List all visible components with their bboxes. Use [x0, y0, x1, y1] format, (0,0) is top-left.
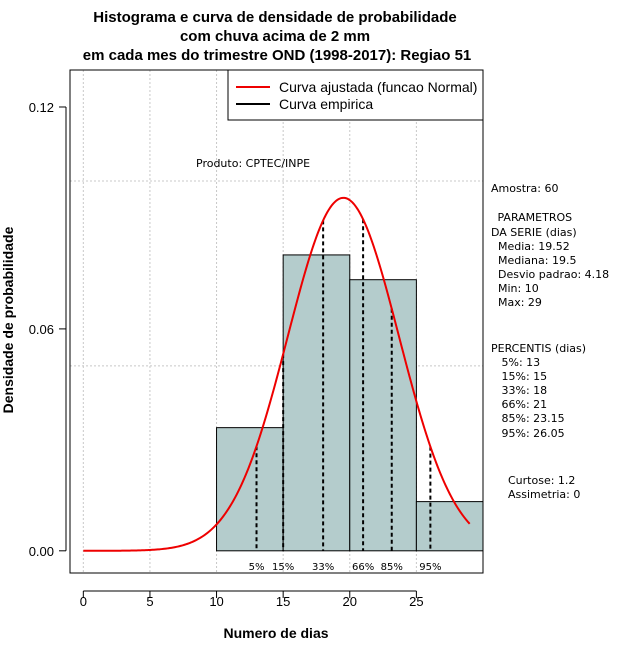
side-stat-14: 95%: 26.05	[491, 427, 565, 440]
x-tick-label-3: 15	[276, 594, 290, 609]
legend-label-empirical: Curva empirica	[279, 96, 373, 112]
x-tick-label-4: 20	[343, 594, 357, 609]
percentile-label-2: 33%	[312, 562, 334, 573]
y-tick-label-1: 0.06	[29, 322, 54, 337]
side-stat-5: Desvio padrao: 4.18	[491, 268, 609, 281]
side-stat-15: Curtose: 1.2	[508, 474, 575, 487]
x-tick-label-5: 25	[409, 594, 423, 609]
histogram-bars	[216, 254, 484, 552]
y-axis-title: Densidade de probabilidade	[0, 226, 16, 413]
side-statistics: Amostra: 60 PARAMETROS DA SERIE (dias) Me…	[491, 182, 609, 501]
y-tick-label-2: 0.12	[29, 100, 54, 115]
chart-title: Histograma e curva de densidade de proba…	[83, 9, 472, 64]
normal-fit-curve	[83, 196, 471, 552]
side-stat-1: PARAMETROS	[494, 211, 572, 224]
side-stat-12: 66%: 21	[491, 398, 547, 411]
side-stat-9: 5%: 13	[491, 356, 540, 369]
side-stat-6: Min: 10	[491, 282, 539, 295]
x-axis-title: Numero de dias	[223, 625, 328, 641]
x-tick-label-1: 5	[146, 594, 153, 609]
percentile-label-0: 5%	[249, 562, 265, 573]
side-stat-0: Amostra: 60	[491, 182, 558, 195]
histogram-bar-0	[216, 427, 284, 552]
title-line-1: Histograma e curva de densidade de proba…	[93, 9, 456, 26]
histogram-bar-1	[282, 254, 351, 552]
legend: Curva ajustada (funcao Normal) Curva emp…	[227, 69, 484, 121]
percentile-label-3: 66%	[352, 562, 374, 573]
product-annotation: Produto: CPTEC/INPE	[196, 157, 310, 170]
side-stat-10: 15%: 15	[491, 370, 547, 383]
side-stat-13: 85%: 23.15	[491, 412, 565, 425]
legend-box	[227, 69, 484, 121]
side-stat-7: Max: 29	[491, 296, 542, 309]
x-tick-label-2: 10	[209, 594, 223, 609]
side-stat-2: DA SERIE (dias)	[491, 226, 577, 239]
percentile-label-4: 85%	[381, 562, 403, 573]
side-stat-16: Assimetria: 0	[508, 488, 580, 501]
y-tick-label-0: 0.00	[29, 544, 54, 559]
side-stat-4: Mediana: 19.5	[491, 254, 576, 267]
percentile-label-1: 15%	[272, 562, 294, 573]
axes: 0 5 10 15 20 25 0.00 0.06 0.12	[29, 100, 424, 609]
legend-label-normal: Curva ajustada (funcao Normal)	[279, 79, 477, 95]
x-tick-label-0: 0	[80, 594, 87, 609]
percentile-label-5: 95%	[419, 562, 441, 573]
percentile-lines: 5% 15% 33% 66% 85% 95%	[249, 219, 441, 573]
histogram-bar-3	[415, 501, 484, 552]
side-stat-8: PERCENTIS (dias)	[491, 342, 586, 355]
side-stat-3: Media: 19.52	[491, 240, 570, 253]
histogram-bar-2	[349, 279, 417, 552]
title-line-2: com chuva acima de 2 mm	[180, 28, 370, 45]
title-line-3: em cada mes do trimestre OND (1998-2017)…	[83, 47, 472, 64]
side-stat-11: 33%: 18	[491, 384, 547, 397]
normal-curve-group	[83, 196, 471, 552]
